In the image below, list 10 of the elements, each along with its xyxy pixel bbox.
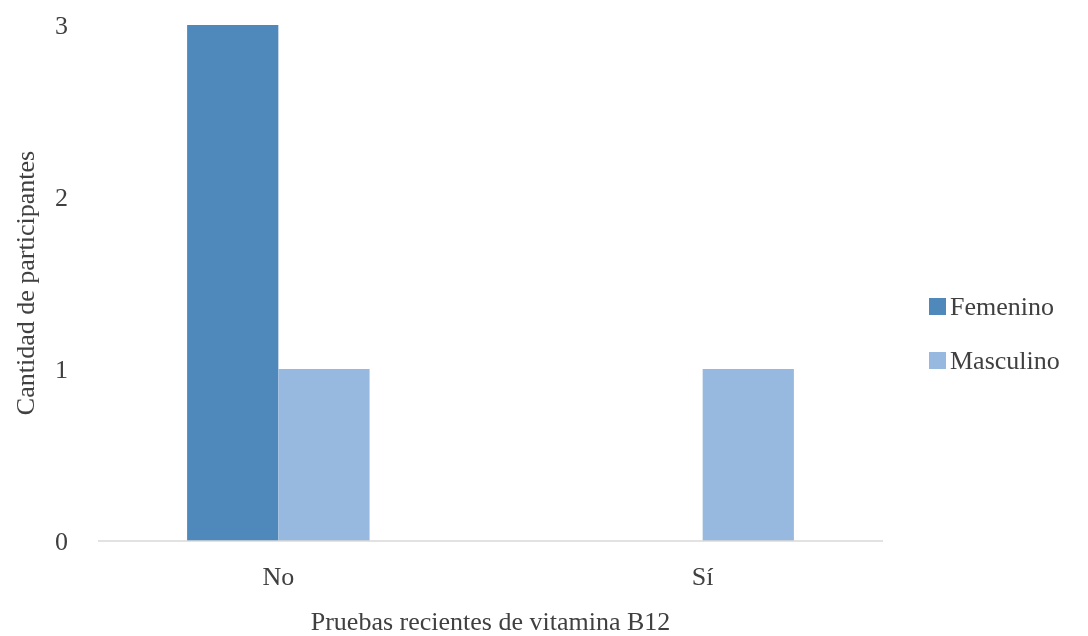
legend-label: Femenino — [950, 292, 1054, 322]
y-tick-label: 0 — [55, 527, 68, 557]
x-axis-title: Pruebas recientes de vitamina B12 — [310, 607, 671, 636]
y-tick-label: 3 — [55, 11, 68, 41]
y-tick-label: 1 — [55, 355, 68, 385]
x-tick-label: Sí — [691, 562, 714, 591]
y-axis-title: Cantidad de participantes — [11, 150, 40, 416]
y-tick-label: 2 — [55, 183, 68, 213]
x-tick-label: No — [262, 562, 295, 591]
legend-label: Masculino — [950, 346, 1060, 376]
